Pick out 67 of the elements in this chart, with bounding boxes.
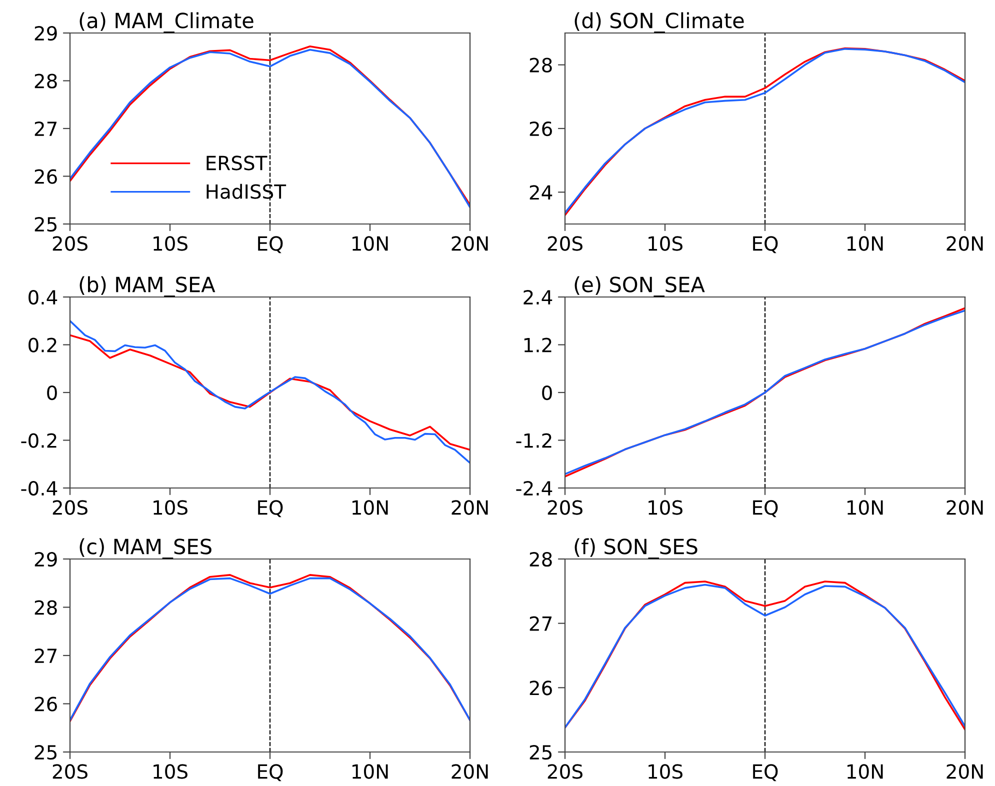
y-tick-label: 27 <box>34 648 57 663</box>
y-tick-label: -1.2 <box>516 433 552 448</box>
y-tick-label: 0 <box>47 385 57 400</box>
x-tick-label: EQ <box>753 500 778 518</box>
y-tick-label: 28 <box>530 552 552 567</box>
y-tick-label: 0.2 <box>28 338 56 352</box>
y-tick-label: 25 <box>34 216 56 232</box>
x-tick-label: 20S <box>548 764 582 779</box>
y-tick-label: 26 <box>530 121 552 136</box>
y-tick-label: -0.4 <box>21 480 58 496</box>
chart-title: (a) MAM_Climate <box>80 12 254 33</box>
x-tick-label: 10N <box>352 500 388 515</box>
x-tick-label: EQ <box>753 764 778 782</box>
x-tick-label: 20N <box>946 500 983 515</box>
y-tick-label: 25 <box>34 744 56 760</box>
y-tick-label: 26 <box>530 680 552 696</box>
y-tick-label: 29 <box>34 552 57 567</box>
y-tick-label: 24 <box>530 185 552 200</box>
y-tick-label: -2.4 <box>516 480 552 496</box>
chart-title: (e) SON_SEA <box>574 276 705 297</box>
y-tick-label: 27 <box>530 616 552 631</box>
y-tick-label: 28 <box>34 600 57 615</box>
x-tick-label: 20S <box>548 236 582 251</box>
x-tick-label: 20N <box>452 236 488 251</box>
x-tick-label: 20N <box>946 236 983 251</box>
y-tick-label: -0.2 <box>21 433 56 448</box>
x-tick-label: 20S <box>52 764 88 779</box>
x-tick-label: EQ <box>258 500 283 518</box>
line-series <box>70 320 470 464</box>
chart-title: (b) MAM_SEA <box>80 276 216 297</box>
x-tick-label: 20N <box>946 764 983 779</box>
x-tick-label: 20S <box>52 500 88 515</box>
y-tick-label: 0.4 <box>28 290 58 305</box>
x-tick-label: EQ <box>753 236 778 254</box>
y-tick-label: 2.4 <box>524 290 552 304</box>
legend-label: HadISST <box>206 184 286 199</box>
x-tick-label: 10S <box>648 500 682 515</box>
y-tick-label: 25 <box>530 744 552 760</box>
chart-title: (c) MAM_SES <box>80 538 212 559</box>
x-tick-label: EQ <box>258 764 283 782</box>
line-series <box>70 334 470 451</box>
x-tick-label: 10S <box>154 500 188 515</box>
x-tick-label: 20S <box>548 500 582 515</box>
legend-label: ERSST <box>206 156 268 170</box>
x-tick-label: 10S <box>648 236 682 251</box>
y-tick-label: 26 <box>34 169 57 184</box>
x-tick-label: 10N <box>847 764 883 779</box>
x-tick-label: 10N <box>847 236 883 251</box>
x-tick-label: 20N <box>452 764 488 779</box>
y-tick-label: 0 <box>542 385 552 400</box>
y-tick-label: 1.2 <box>524 338 552 352</box>
x-tick-label: 10S <box>154 764 188 779</box>
x-tick-label: 10N <box>847 500 883 515</box>
y-tick-label: 28 <box>34 74 57 88</box>
y-tick-label: 29 <box>34 26 57 41</box>
y-tick-label: 26 <box>34 696 57 712</box>
chart-title: (d) SON_Climate <box>574 12 744 33</box>
x-tick-label: EQ <box>258 236 283 254</box>
y-tick-label: 27 <box>34 121 57 136</box>
x-tick-label: 10S <box>648 764 682 779</box>
y-tick-label: 28 <box>530 58 552 72</box>
x-tick-label: 20N <box>452 500 488 515</box>
x-tick-label: 20S <box>52 236 88 251</box>
x-tick-label: 10N <box>352 236 388 251</box>
x-tick-label: 10N <box>352 764 388 779</box>
chart-title: (f) SON_SES <box>574 538 698 559</box>
x-tick-label: 10S <box>154 236 188 251</box>
